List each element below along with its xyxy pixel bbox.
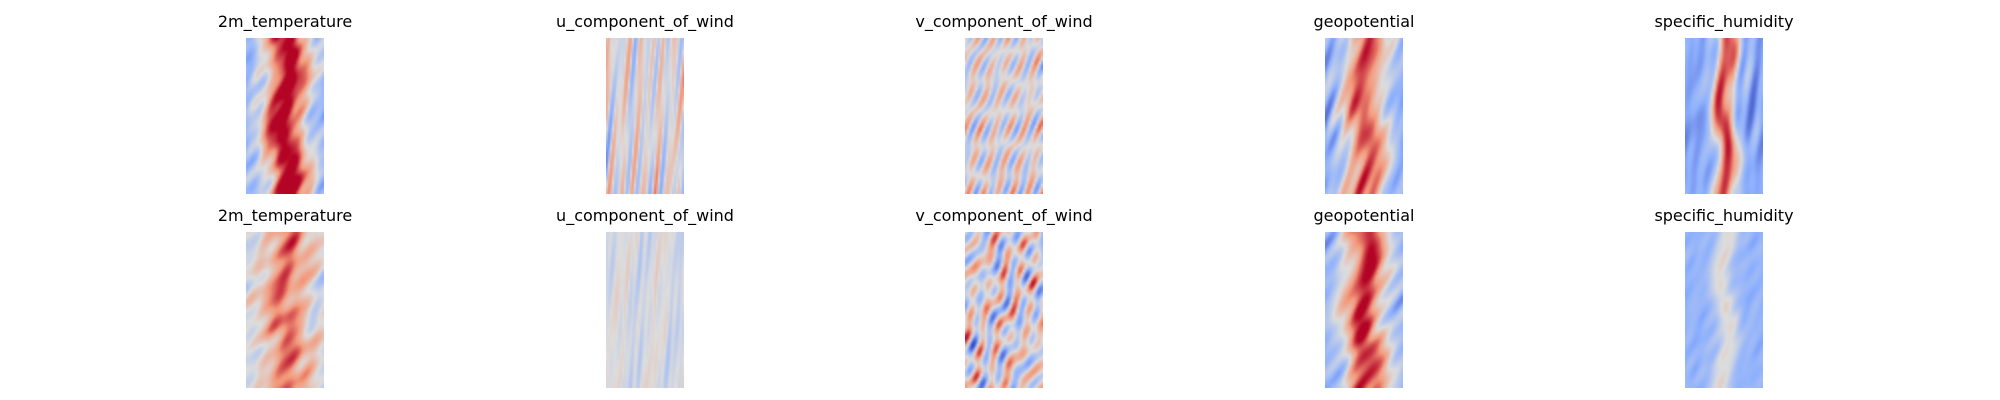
panel-title: 2m_temperature: [217, 206, 353, 225]
panel-title: specific_humidity: [1654, 206, 1794, 225]
heatmap-geopotential-row1: [1325, 38, 1403, 194]
heatmap-specific-humidity-row2: [1685, 232, 1763, 388]
heatmap-u-wind-row1: [606, 38, 684, 194]
panel-title: v_component_of_wind: [915, 206, 1093, 225]
panel-title: specific_humidity: [1654, 12, 1794, 31]
heatmap-v-wind-row1: [965, 38, 1043, 194]
heatmap-specific-humidity-row1: [1685, 38, 1763, 194]
panel-title: 2m_temperature: [217, 12, 353, 31]
panel-title: v_component_of_wind: [915, 12, 1093, 31]
panel-title: u_component_of_wind: [556, 206, 734, 225]
heatmap-u-wind-row2: [606, 232, 684, 388]
heatmap-2m-temperature-row1: [246, 38, 324, 194]
heatmap-2m-temperature-row2: [246, 232, 324, 388]
heatmap-v-wind-row2: [965, 232, 1043, 388]
panel-title: geopotential: [1313, 206, 1415, 225]
panel-title: geopotential: [1313, 12, 1415, 31]
heatmap-geopotential-row2: [1325, 232, 1403, 388]
panel-title: u_component_of_wind: [556, 12, 734, 31]
